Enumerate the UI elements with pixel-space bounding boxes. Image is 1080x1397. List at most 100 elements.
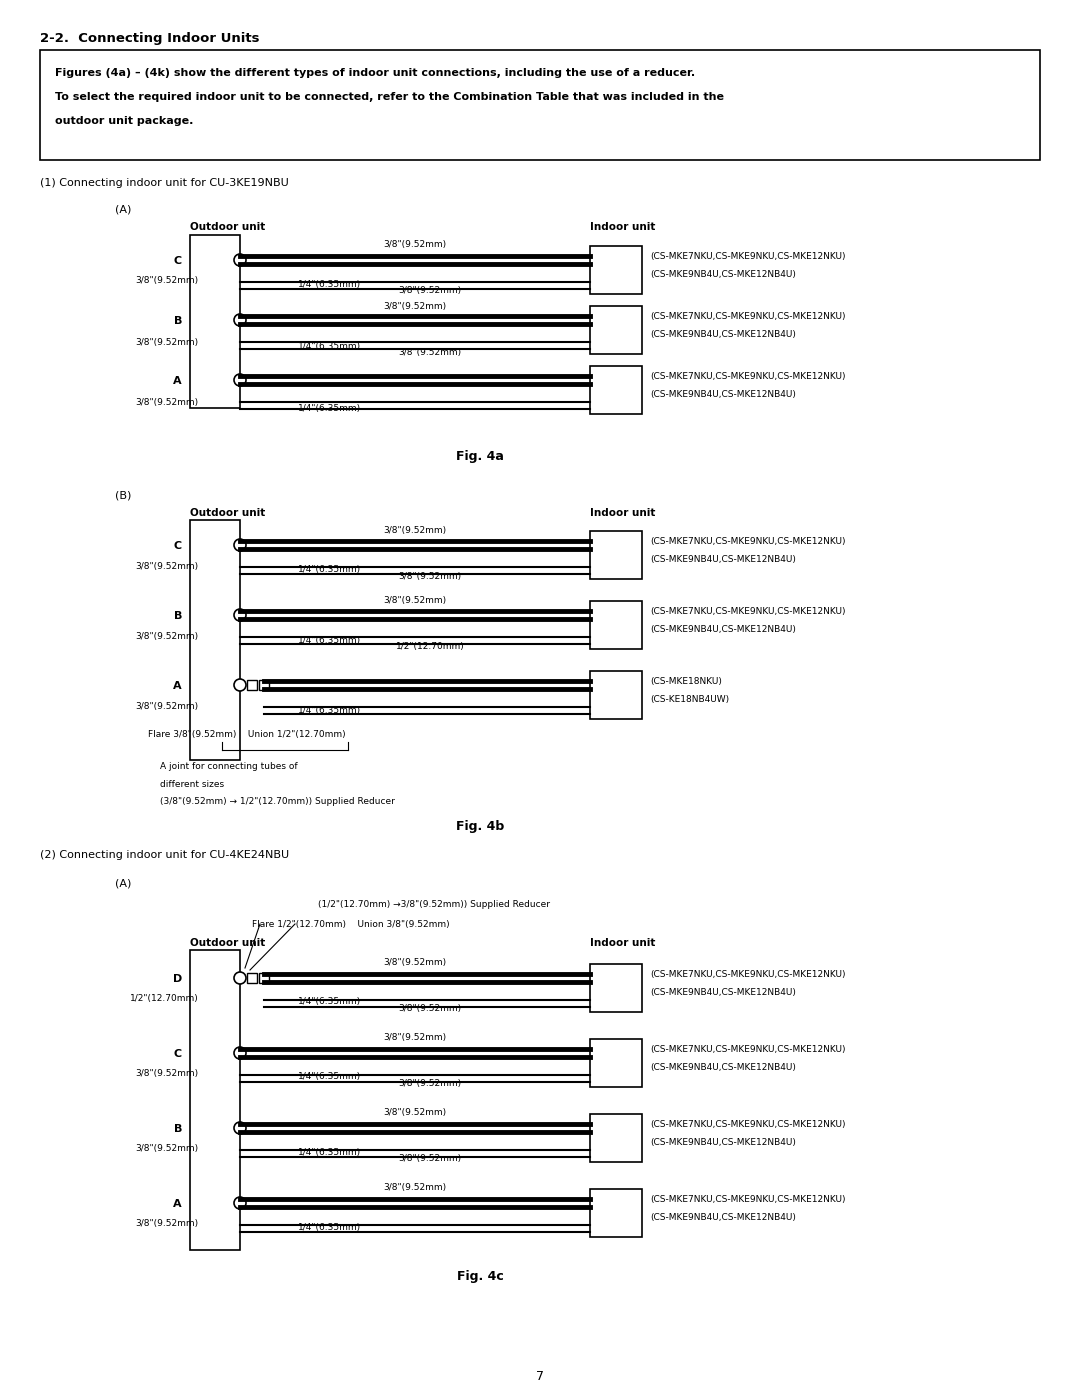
Bar: [247, 680, 257, 690]
Bar: [590, 531, 642, 578]
Text: 3/8"(9.52mm): 3/8"(9.52mm): [383, 240, 446, 249]
Circle shape: [234, 609, 246, 622]
Bar: [590, 671, 642, 719]
Text: (1/2"(12.70mm) →3/8"(9.52mm)) Supplied Reducer: (1/2"(12.70mm) →3/8"(9.52mm)) Supplied R…: [318, 900, 550, 909]
Circle shape: [234, 972, 246, 983]
Bar: [590, 306, 642, 353]
Text: C: C: [174, 256, 183, 265]
Text: 3/8"(9.52mm): 3/8"(9.52mm): [135, 1220, 198, 1228]
Text: A: A: [174, 376, 183, 386]
Circle shape: [234, 374, 246, 386]
Text: 3/8"(9.52mm): 3/8"(9.52mm): [399, 1154, 461, 1162]
Bar: [590, 1039, 642, 1087]
Text: 3/8"(9.52mm): 3/8"(9.52mm): [135, 631, 198, 641]
Text: (CS-MKE7NKU,CS-MKE9NKU,CS-MKE12NKU): (CS-MKE7NKU,CS-MKE9NKU,CS-MKE12NKU): [650, 1045, 846, 1053]
Text: Figures (4a) – (4k) show the different types of indoor unit connections, includi: Figures (4a) – (4k) show the different t…: [55, 68, 696, 78]
Text: 1/4"(6.35mm): 1/4"(6.35mm): [298, 1148, 362, 1157]
Bar: [40, 50, 1040, 161]
Text: 3/8"(9.52mm): 3/8"(9.52mm): [135, 562, 198, 571]
Text: 3/8"(9.52mm): 3/8"(9.52mm): [383, 597, 446, 605]
Text: Outdoor unit: Outdoor unit: [190, 509, 266, 518]
Text: different sizes: different sizes: [160, 780, 225, 789]
Text: Fig. 4a: Fig. 4a: [456, 450, 504, 462]
Text: 3/8"(9.52mm): 3/8"(9.52mm): [383, 1183, 446, 1192]
Text: C: C: [174, 1049, 183, 1059]
Text: (CS-MKE9NB4U,CS-MKE12NB4U): (CS-MKE9NB4U,CS-MKE12NB4U): [650, 1139, 796, 1147]
Text: C: C: [174, 541, 183, 550]
Text: (CS-MKE9NB4U,CS-MKE12NB4U): (CS-MKE9NB4U,CS-MKE12NB4U): [650, 390, 796, 400]
Text: 3/8"(9.52mm): 3/8"(9.52mm): [135, 398, 198, 407]
Text: (CS-MKE9NB4U,CS-MKE12NB4U): (CS-MKE9NB4U,CS-MKE12NB4U): [650, 624, 796, 634]
Text: A joint for connecting tubes of: A joint for connecting tubes of: [160, 761, 298, 771]
Circle shape: [234, 1122, 246, 1134]
Text: 3/8"(9.52mm): 3/8"(9.52mm): [399, 571, 461, 581]
Text: 3/8"(9.52mm): 3/8"(9.52mm): [135, 1144, 198, 1153]
Text: 1/4"(6.35mm): 1/4"(6.35mm): [298, 1071, 362, 1081]
Text: (CS-MKE9NB4U,CS-MKE12NB4U): (CS-MKE9NB4U,CS-MKE12NB4U): [650, 1063, 796, 1071]
Text: B: B: [174, 610, 183, 622]
Text: 3/8"(9.52mm): 3/8"(9.52mm): [135, 1069, 198, 1078]
Bar: [590, 1189, 642, 1236]
Text: 3/8"(9.52mm): 3/8"(9.52mm): [399, 348, 461, 358]
Text: (CS-MKE7NKU,CS-MKE9NKU,CS-MKE12NKU): (CS-MKE7NKU,CS-MKE9NKU,CS-MKE12NKU): [650, 251, 846, 261]
Text: (CS-MKE9NB4U,CS-MKE12NB4U): (CS-MKE9NB4U,CS-MKE12NB4U): [650, 988, 796, 997]
Text: (CS-MKE9NB4U,CS-MKE12NB4U): (CS-MKE9NB4U,CS-MKE12NB4U): [650, 270, 796, 279]
Circle shape: [234, 1046, 246, 1059]
Bar: [590, 366, 642, 414]
Text: (CS-MKE9NB4U,CS-MKE12NB4U): (CS-MKE9NB4U,CS-MKE12NB4U): [650, 1213, 796, 1222]
Text: (1) Connecting indoor unit for CU-3KE19NBU: (1) Connecting indoor unit for CU-3KE19N…: [40, 177, 288, 189]
Text: (CS-KE18NB4UW): (CS-KE18NB4UW): [650, 694, 729, 704]
Text: 1/4"(6.35mm): 1/4"(6.35mm): [298, 404, 362, 414]
Circle shape: [234, 539, 246, 550]
Bar: [190, 235, 240, 408]
Bar: [590, 1113, 642, 1162]
Text: 1/4"(6.35mm): 1/4"(6.35mm): [298, 564, 362, 574]
Text: Outdoor unit: Outdoor unit: [190, 222, 266, 232]
Text: 3/8"(9.52mm): 3/8"(9.52mm): [135, 338, 198, 346]
Bar: [259, 972, 269, 983]
Text: 1/4"(6.35mm): 1/4"(6.35mm): [298, 705, 362, 715]
Text: (B): (B): [114, 490, 132, 500]
Text: (CS-MKE7NKU,CS-MKE9NKU,CS-MKE12NKU): (CS-MKE7NKU,CS-MKE9NKU,CS-MKE12NKU): [650, 312, 846, 321]
Text: 3/8"(9.52mm): 3/8"(9.52mm): [383, 527, 446, 535]
Text: (CS-MKE7NKU,CS-MKE9NKU,CS-MKE12NKU): (CS-MKE7NKU,CS-MKE9NKU,CS-MKE12NKU): [650, 1120, 846, 1129]
Text: 1/4"(6.35mm): 1/4"(6.35mm): [298, 279, 362, 289]
Text: (2) Connecting indoor unit for CU-4KE24NBU: (2) Connecting indoor unit for CU-4KE24N…: [40, 849, 289, 861]
Text: (CS-MKE7NKU,CS-MKE9NKU,CS-MKE12NKU): (CS-MKE7NKU,CS-MKE9NKU,CS-MKE12NKU): [650, 536, 846, 546]
Text: (CS-MKE7NKU,CS-MKE9NKU,CS-MKE12NKU): (CS-MKE7NKU,CS-MKE9NKU,CS-MKE12NKU): [650, 372, 846, 381]
Bar: [590, 246, 642, 293]
Text: 3/8"(9.52mm): 3/8"(9.52mm): [399, 1004, 461, 1013]
Text: Indoor unit: Indoor unit: [590, 937, 656, 949]
Circle shape: [234, 254, 246, 265]
Text: (3/8"(9.52mm) → 1/2"(12.70mm)) Supplied Reducer: (3/8"(9.52mm) → 1/2"(12.70mm)) Supplied …: [160, 798, 395, 806]
Text: D: D: [173, 974, 183, 983]
Text: 7: 7: [536, 1370, 544, 1383]
Text: Flare 1/2"(12.70mm)    Union 3/8"(9.52mm): Flare 1/2"(12.70mm) Union 3/8"(9.52mm): [252, 921, 449, 929]
Text: (CS-MKE18NKU): (CS-MKE18NKU): [650, 678, 721, 686]
Text: 3/8"(9.52mm): 3/8"(9.52mm): [135, 277, 198, 285]
Text: 1/2"(12.70mm): 1/2"(12.70mm): [395, 643, 464, 651]
Text: (CS-MKE7NKU,CS-MKE9NKU,CS-MKE12NKU): (CS-MKE7NKU,CS-MKE9NKU,CS-MKE12NKU): [650, 970, 846, 979]
Text: 1/2"(12.70mm): 1/2"(12.70mm): [130, 995, 199, 1003]
Text: Fig. 4c: Fig. 4c: [457, 1270, 503, 1282]
Bar: [247, 972, 257, 983]
Circle shape: [234, 679, 246, 692]
Text: A: A: [174, 1199, 183, 1208]
Text: 3/8"(9.52mm): 3/8"(9.52mm): [135, 703, 198, 711]
Text: 3/8"(9.52mm): 3/8"(9.52mm): [383, 958, 446, 967]
Text: (CS-MKE7NKU,CS-MKE9NKU,CS-MKE12NKU): (CS-MKE7NKU,CS-MKE9NKU,CS-MKE12NKU): [650, 608, 846, 616]
Text: 3/8"(9.52mm): 3/8"(9.52mm): [383, 302, 446, 312]
Text: 3/8"(9.52mm): 3/8"(9.52mm): [399, 286, 461, 295]
Bar: [259, 680, 269, 690]
Text: A: A: [174, 680, 183, 692]
Circle shape: [234, 314, 246, 326]
Bar: [190, 950, 240, 1250]
Text: (CS-MKE9NB4U,CS-MKE12NB4U): (CS-MKE9NB4U,CS-MKE12NB4U): [650, 330, 796, 339]
Circle shape: [234, 1197, 246, 1208]
Text: 1/4"(6.35mm): 1/4"(6.35mm): [298, 1222, 362, 1232]
Text: 1/4"(6.35mm): 1/4"(6.35mm): [298, 342, 362, 351]
Text: 3/8"(9.52mm): 3/8"(9.52mm): [383, 1032, 446, 1042]
Text: 2-2.  Connecting Indoor Units: 2-2. Connecting Indoor Units: [40, 32, 259, 45]
Text: To select the required indoor unit to be connected, refer to the Combination Tab: To select the required indoor unit to be…: [55, 92, 724, 102]
Bar: [590, 964, 642, 1011]
